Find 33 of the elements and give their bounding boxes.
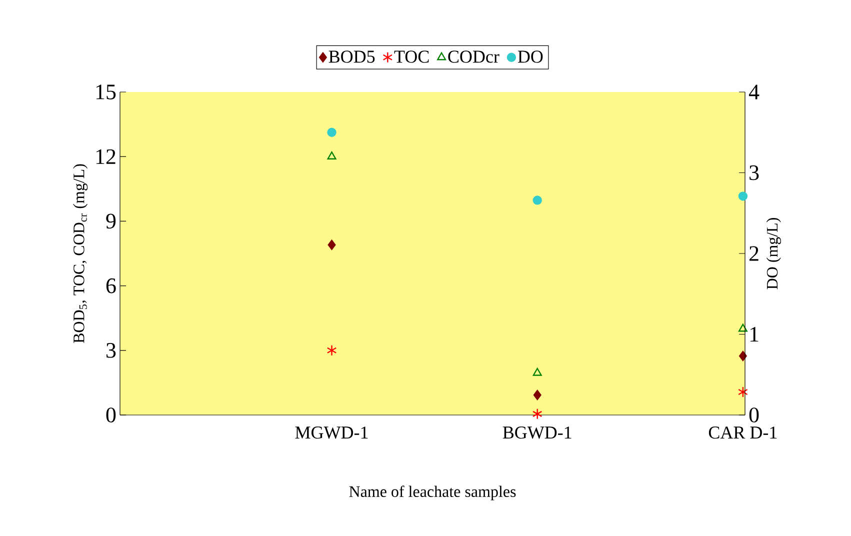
- point: [532, 368, 542, 376]
- y-tick-label: 9: [106, 214, 116, 229]
- y-tick-label: 12: [96, 149, 116, 164]
- point: [738, 192, 748, 201]
- point: [326, 344, 337, 356]
- point: [532, 196, 542, 205]
- y-tick-label: 0: [106, 408, 116, 422]
- point: [738, 386, 748, 398]
- legend-label: TOC: [394, 50, 429, 63]
- point: [738, 324, 748, 332]
- y-tick-label: 15: [96, 84, 116, 100]
- legend-label: BOD5: [328, 50, 375, 63]
- legend-label: CODcr: [448, 50, 500, 63]
- x-tick-label: MGWD-1: [295, 426, 368, 439]
- y-tick-label: 3: [106, 343, 116, 358]
- x-tick-label: BGWD-1: [502, 426, 572, 439]
- point: [327, 128, 336, 137]
- y2-tick-label: 0: [749, 408, 759, 422]
- point: [532, 408, 542, 420]
- x-tick-label: CAR D-1: [708, 426, 777, 439]
- y2-tick-label: 1: [750, 326, 758, 342]
- y-axis-title: BOD$_{5}$, TOC, COD$_{cr}$ (mg/L): [73, 164, 88, 343]
- y2-axis-title: DO (mg/L): [766, 218, 781, 290]
- point: [533, 390, 542, 400]
- y-tick-label: 6: [106, 278, 116, 294]
- legend-label: DO: [518, 50, 543, 63]
- y2-tick-label: 4: [748, 84, 760, 100]
- x-axis-title: Name of leachate samples: [349, 486, 516, 500]
- point: [328, 240, 336, 250]
- y2-tick-label: 3: [750, 165, 759, 180]
- point: [738, 350, 747, 362]
- y2-tick-label: 2: [750, 246, 758, 261]
- point: [327, 152, 336, 160]
